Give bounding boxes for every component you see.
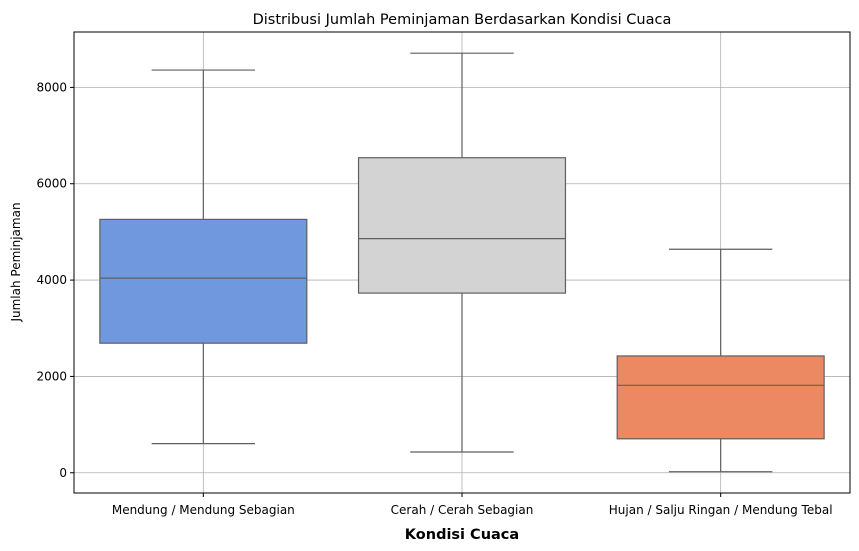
y-tick-label: 2000 xyxy=(36,369,67,383)
x-axis-ticks: Mendung / Mendung Sebagian Cerah / Cerah … xyxy=(112,493,833,517)
x-axis-label: Kondisi Cuaca xyxy=(405,527,519,543)
y-tick-label: 4000 xyxy=(36,273,67,287)
y-axis-ticks: 0 2000 4000 6000 8000 xyxy=(36,80,74,480)
y-tick-label: 6000 xyxy=(36,177,67,191)
x-tick-label: Mendung / Mendung Sebagian xyxy=(112,503,295,517)
box-1 xyxy=(99,69,308,445)
box-iqr xyxy=(99,218,308,344)
y-tick-label: 0 xyxy=(59,466,67,480)
box-iqr xyxy=(616,355,825,440)
box-iqr xyxy=(357,157,567,294)
box-2 xyxy=(357,52,567,453)
y-axis-label: Jumlah Peminjaman xyxy=(9,202,23,322)
chart-title: Distribusi Jumlah Peminjaman Berdasarkan… xyxy=(253,12,672,28)
y-tick-label: 8000 xyxy=(36,80,67,94)
boxes-group xyxy=(99,52,825,473)
x-tick-label: Cerah / Cerah Sebagian xyxy=(391,503,534,517)
box-3 xyxy=(616,248,825,473)
x-tick-label: Hujan / Salju Ringan / Mendung Tebal xyxy=(609,503,833,517)
